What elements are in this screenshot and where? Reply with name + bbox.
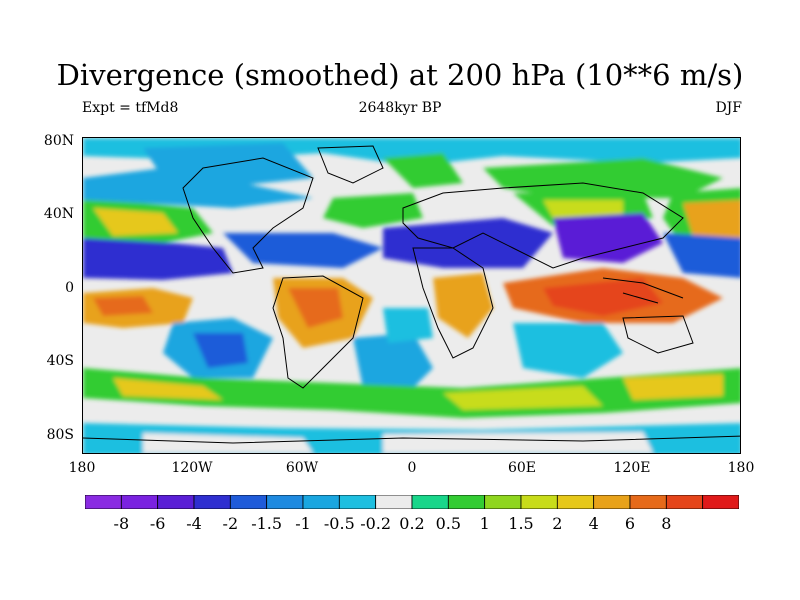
colorbar-label: 8 bbox=[661, 514, 672, 533]
y-tick-80s: 80S bbox=[46, 427, 74, 443]
colorbar-label: 2 bbox=[552, 514, 563, 533]
colorbar-label: 1.5 bbox=[508, 514, 534, 533]
x-tick-0: 0 bbox=[407, 460, 417, 476]
colorbar-label: 0.2 bbox=[399, 514, 425, 533]
colorbar-label: 4 bbox=[588, 514, 599, 533]
colorbar-swatch bbox=[593, 494, 631, 510]
colorbar-label: -0.2 bbox=[360, 514, 392, 533]
colorbar-swatch bbox=[157, 494, 195, 510]
experiment-label: Expt = tfMd8 bbox=[82, 100, 179, 116]
colorbar-swatch bbox=[484, 494, 522, 510]
colorbar-label: -6 bbox=[149, 514, 166, 533]
colorbar-swatch bbox=[556, 494, 595, 510]
map-field bbox=[83, 138, 740, 453]
x-tick-120w: 120W bbox=[171, 460, 213, 476]
colorbar-label: 0.5 bbox=[435, 514, 462, 533]
colorbar-swatch bbox=[411, 494, 449, 510]
colorbar-swatch bbox=[447, 494, 486, 510]
colorbar-swatch bbox=[84, 494, 122, 510]
y-tick-80n: 80N bbox=[43, 133, 74, 149]
y-tick-40n: 40N bbox=[43, 206, 74, 222]
x-tick-60w: 60W bbox=[285, 460, 319, 476]
colorbar-swatch bbox=[193, 494, 231, 510]
y-tick-40s: 40S bbox=[46, 353, 74, 369]
colorbar-swatch bbox=[665, 494, 704, 510]
colorbar-swatch bbox=[520, 494, 558, 510]
colorbar-label: -4 bbox=[186, 514, 202, 533]
colorbar-label: 6 bbox=[624, 514, 636, 533]
colorbar-swatch bbox=[702, 494, 740, 510]
x-tick-60e: 60E bbox=[507, 460, 537, 476]
y-tick-0: 0 bbox=[65, 280, 74, 296]
colorbar-swatch bbox=[120, 494, 159, 510]
colorbar-swatch bbox=[338, 494, 377, 510]
time-label: 2648kyr BP bbox=[358, 100, 442, 116]
divergence-map bbox=[82, 137, 741, 454]
colorbar-swatch bbox=[229, 494, 268, 510]
colorbar-swatch bbox=[629, 494, 667, 510]
map-title: Divergence (smoothed) at 200 hPa (10**6 … bbox=[56, 58, 744, 92]
colorbar-label: -8 bbox=[113, 514, 130, 533]
colorbar bbox=[84, 494, 740, 510]
colorbar-label: -0.5 bbox=[323, 514, 355, 533]
colorbar-label: -2 bbox=[222, 514, 239, 533]
x-tick-180w: 180 bbox=[68, 460, 96, 476]
x-tick-120e: 120E bbox=[613, 460, 651, 476]
colorbar-swatch bbox=[266, 494, 304, 510]
x-tick-180e: 180 bbox=[727, 460, 755, 476]
season-label: DJF bbox=[715, 100, 742, 116]
colorbar-swatch bbox=[375, 494, 413, 510]
colorbar-label: 1 bbox=[479, 514, 490, 533]
colorbar-label: -1.5 bbox=[251, 514, 283, 533]
colorbar-swatch bbox=[302, 494, 340, 510]
colorbar-label: -1 bbox=[295, 514, 311, 533]
